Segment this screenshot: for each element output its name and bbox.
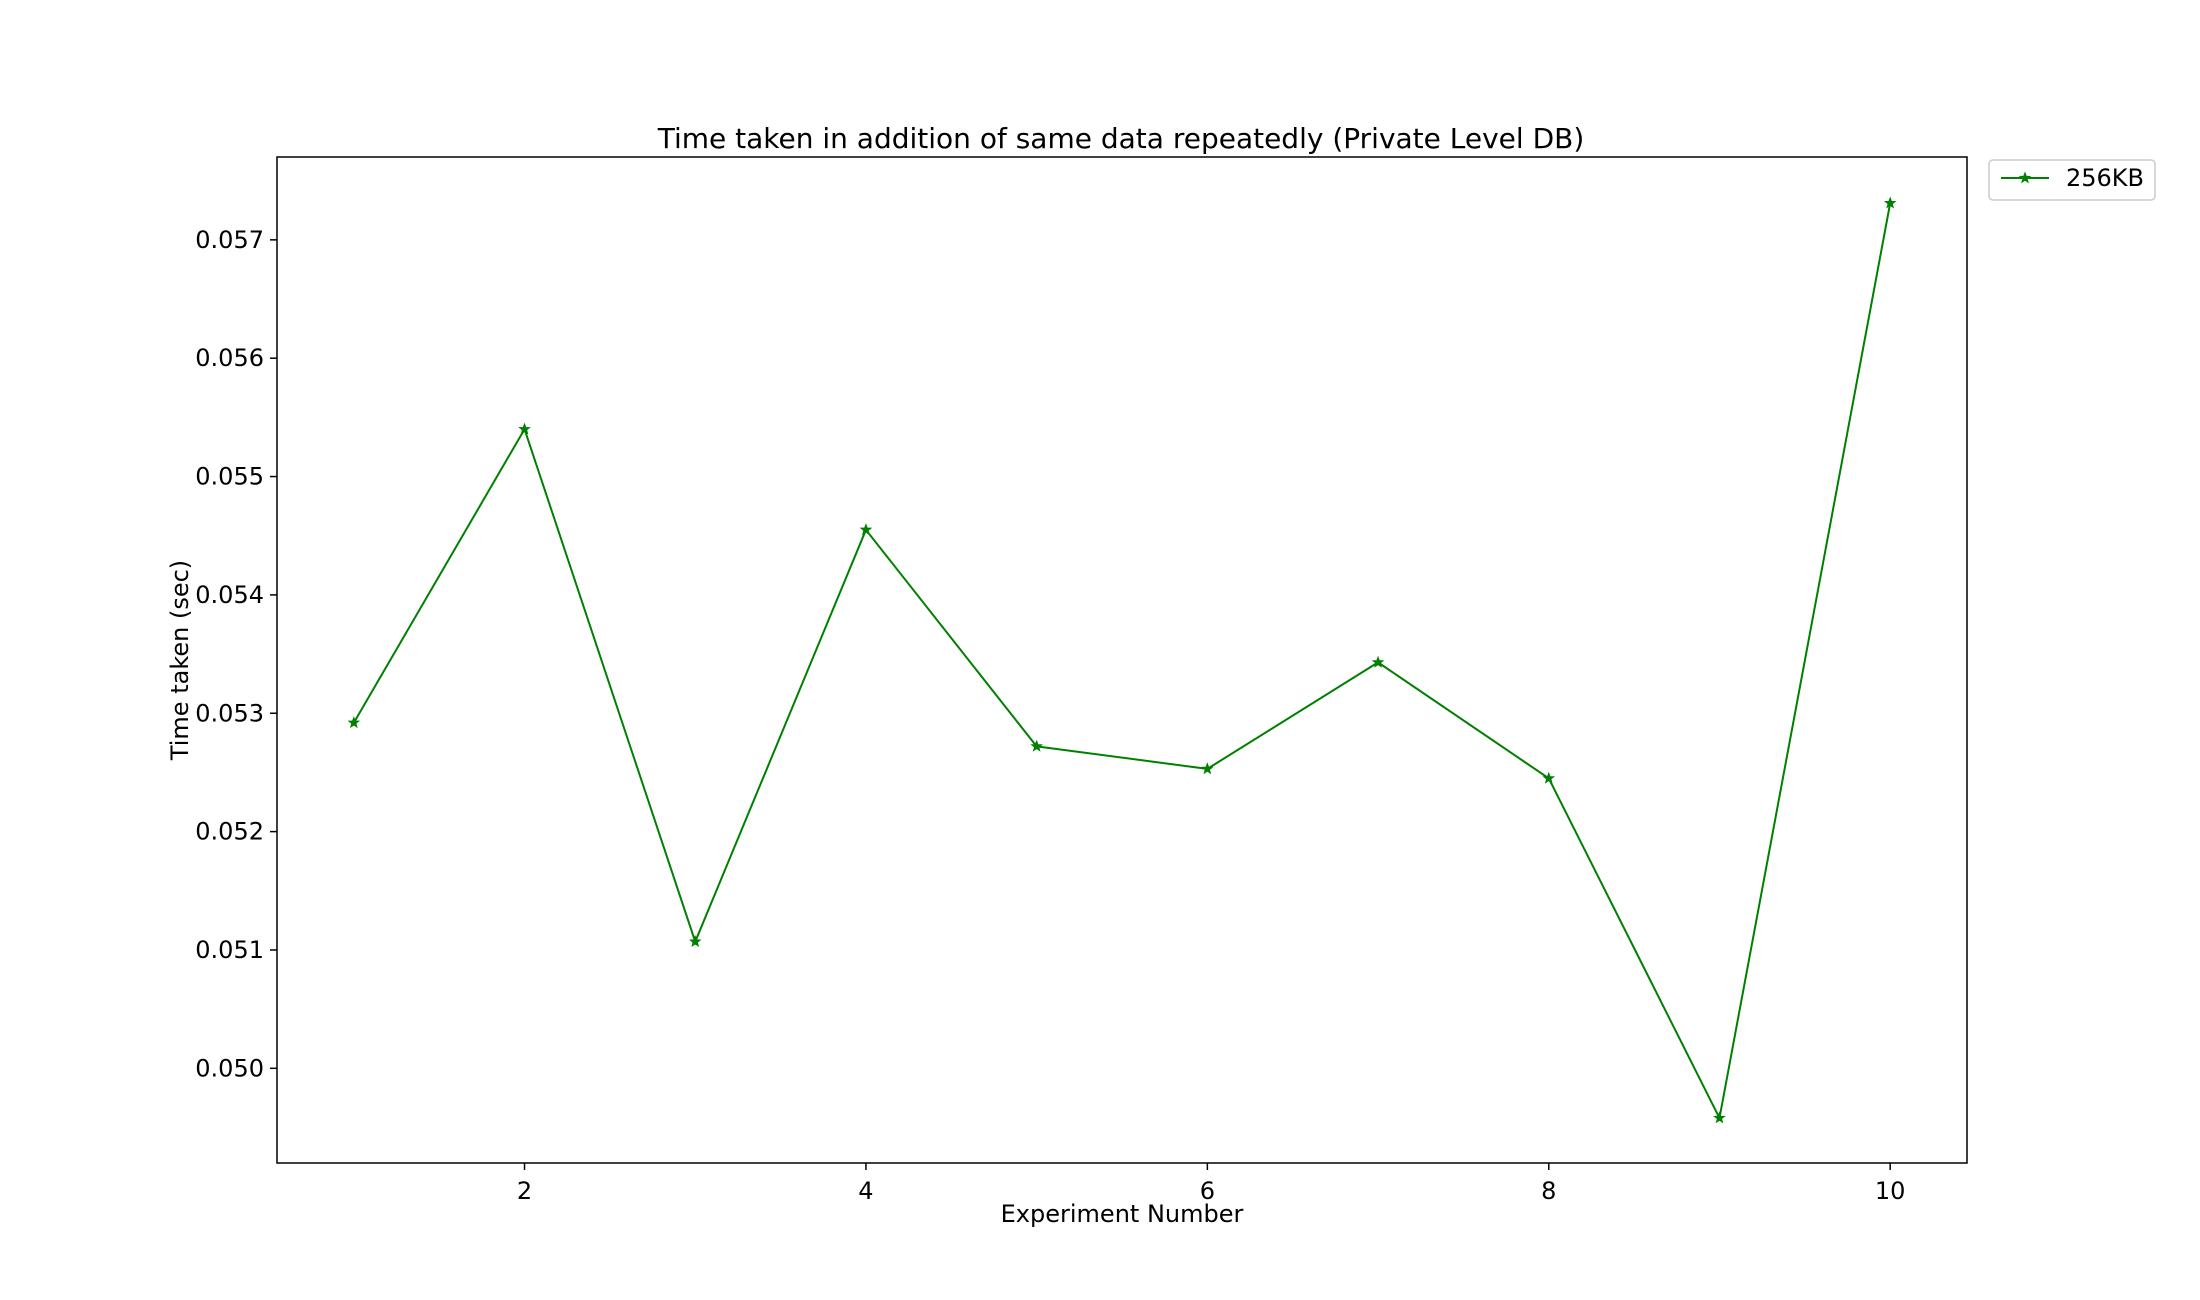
data-point: [1542, 771, 1556, 784]
y-axis: 0.050 0.051 0.052 0.053 0.054 0.055 0.056 0.057: [195, 226, 277, 1082]
x-axis-label: Experiment Number: [1001, 1200, 1244, 1228]
data-point: [1371, 655, 1385, 668]
data-point: [1030, 739, 1043, 752]
x-axis: 2 4 6 8 10: [517, 1163, 1906, 1205]
y-tick-label: 0.050: [195, 1054, 264, 1082]
legend-box: [1988, 159, 2156, 201]
legend-star-marker: [2018, 171, 2032, 184]
x-tick-label: 10: [1875, 1177, 1906, 1205]
series-line: [352, 202, 1892, 1120]
data-point: [1883, 196, 1897, 209]
y-axis-label: Time taken (sec): [166, 560, 194, 761]
data-point: [518, 422, 531, 435]
plot-area: [276, 156, 1968, 1164]
y-tick-label: 0.053: [195, 699, 264, 727]
data-point: [1713, 1111, 1726, 1124]
legend-label: 256KB: [2066, 164, 2144, 192]
x-tick-label: 8: [1541, 1177, 1556, 1205]
y-tick-label: 0.054: [195, 581, 264, 609]
data-point: [859, 523, 873, 536]
data-point: [1201, 762, 1214, 775]
x-tick-label: 6: [1200, 1177, 1215, 1205]
legend: 256KB: [1988, 159, 2156, 201]
x-tick-label: 4: [858, 1177, 873, 1205]
x-tick-label: 2: [517, 1177, 532, 1205]
y-tick-label: 0.057: [195, 226, 264, 254]
y-tick-label: 0.055: [195, 463, 264, 491]
y-tick-label: 0.052: [195, 818, 264, 846]
series-layer: [347, 196, 1897, 1124]
y-tick-label: 0.051: [195, 936, 264, 964]
y-tick-label: 0.056: [195, 344, 264, 372]
chart-title: Time taken in addition of same data repe…: [657, 122, 1585, 155]
data-point: [688, 935, 702, 948]
data-point: [347, 716, 361, 729]
